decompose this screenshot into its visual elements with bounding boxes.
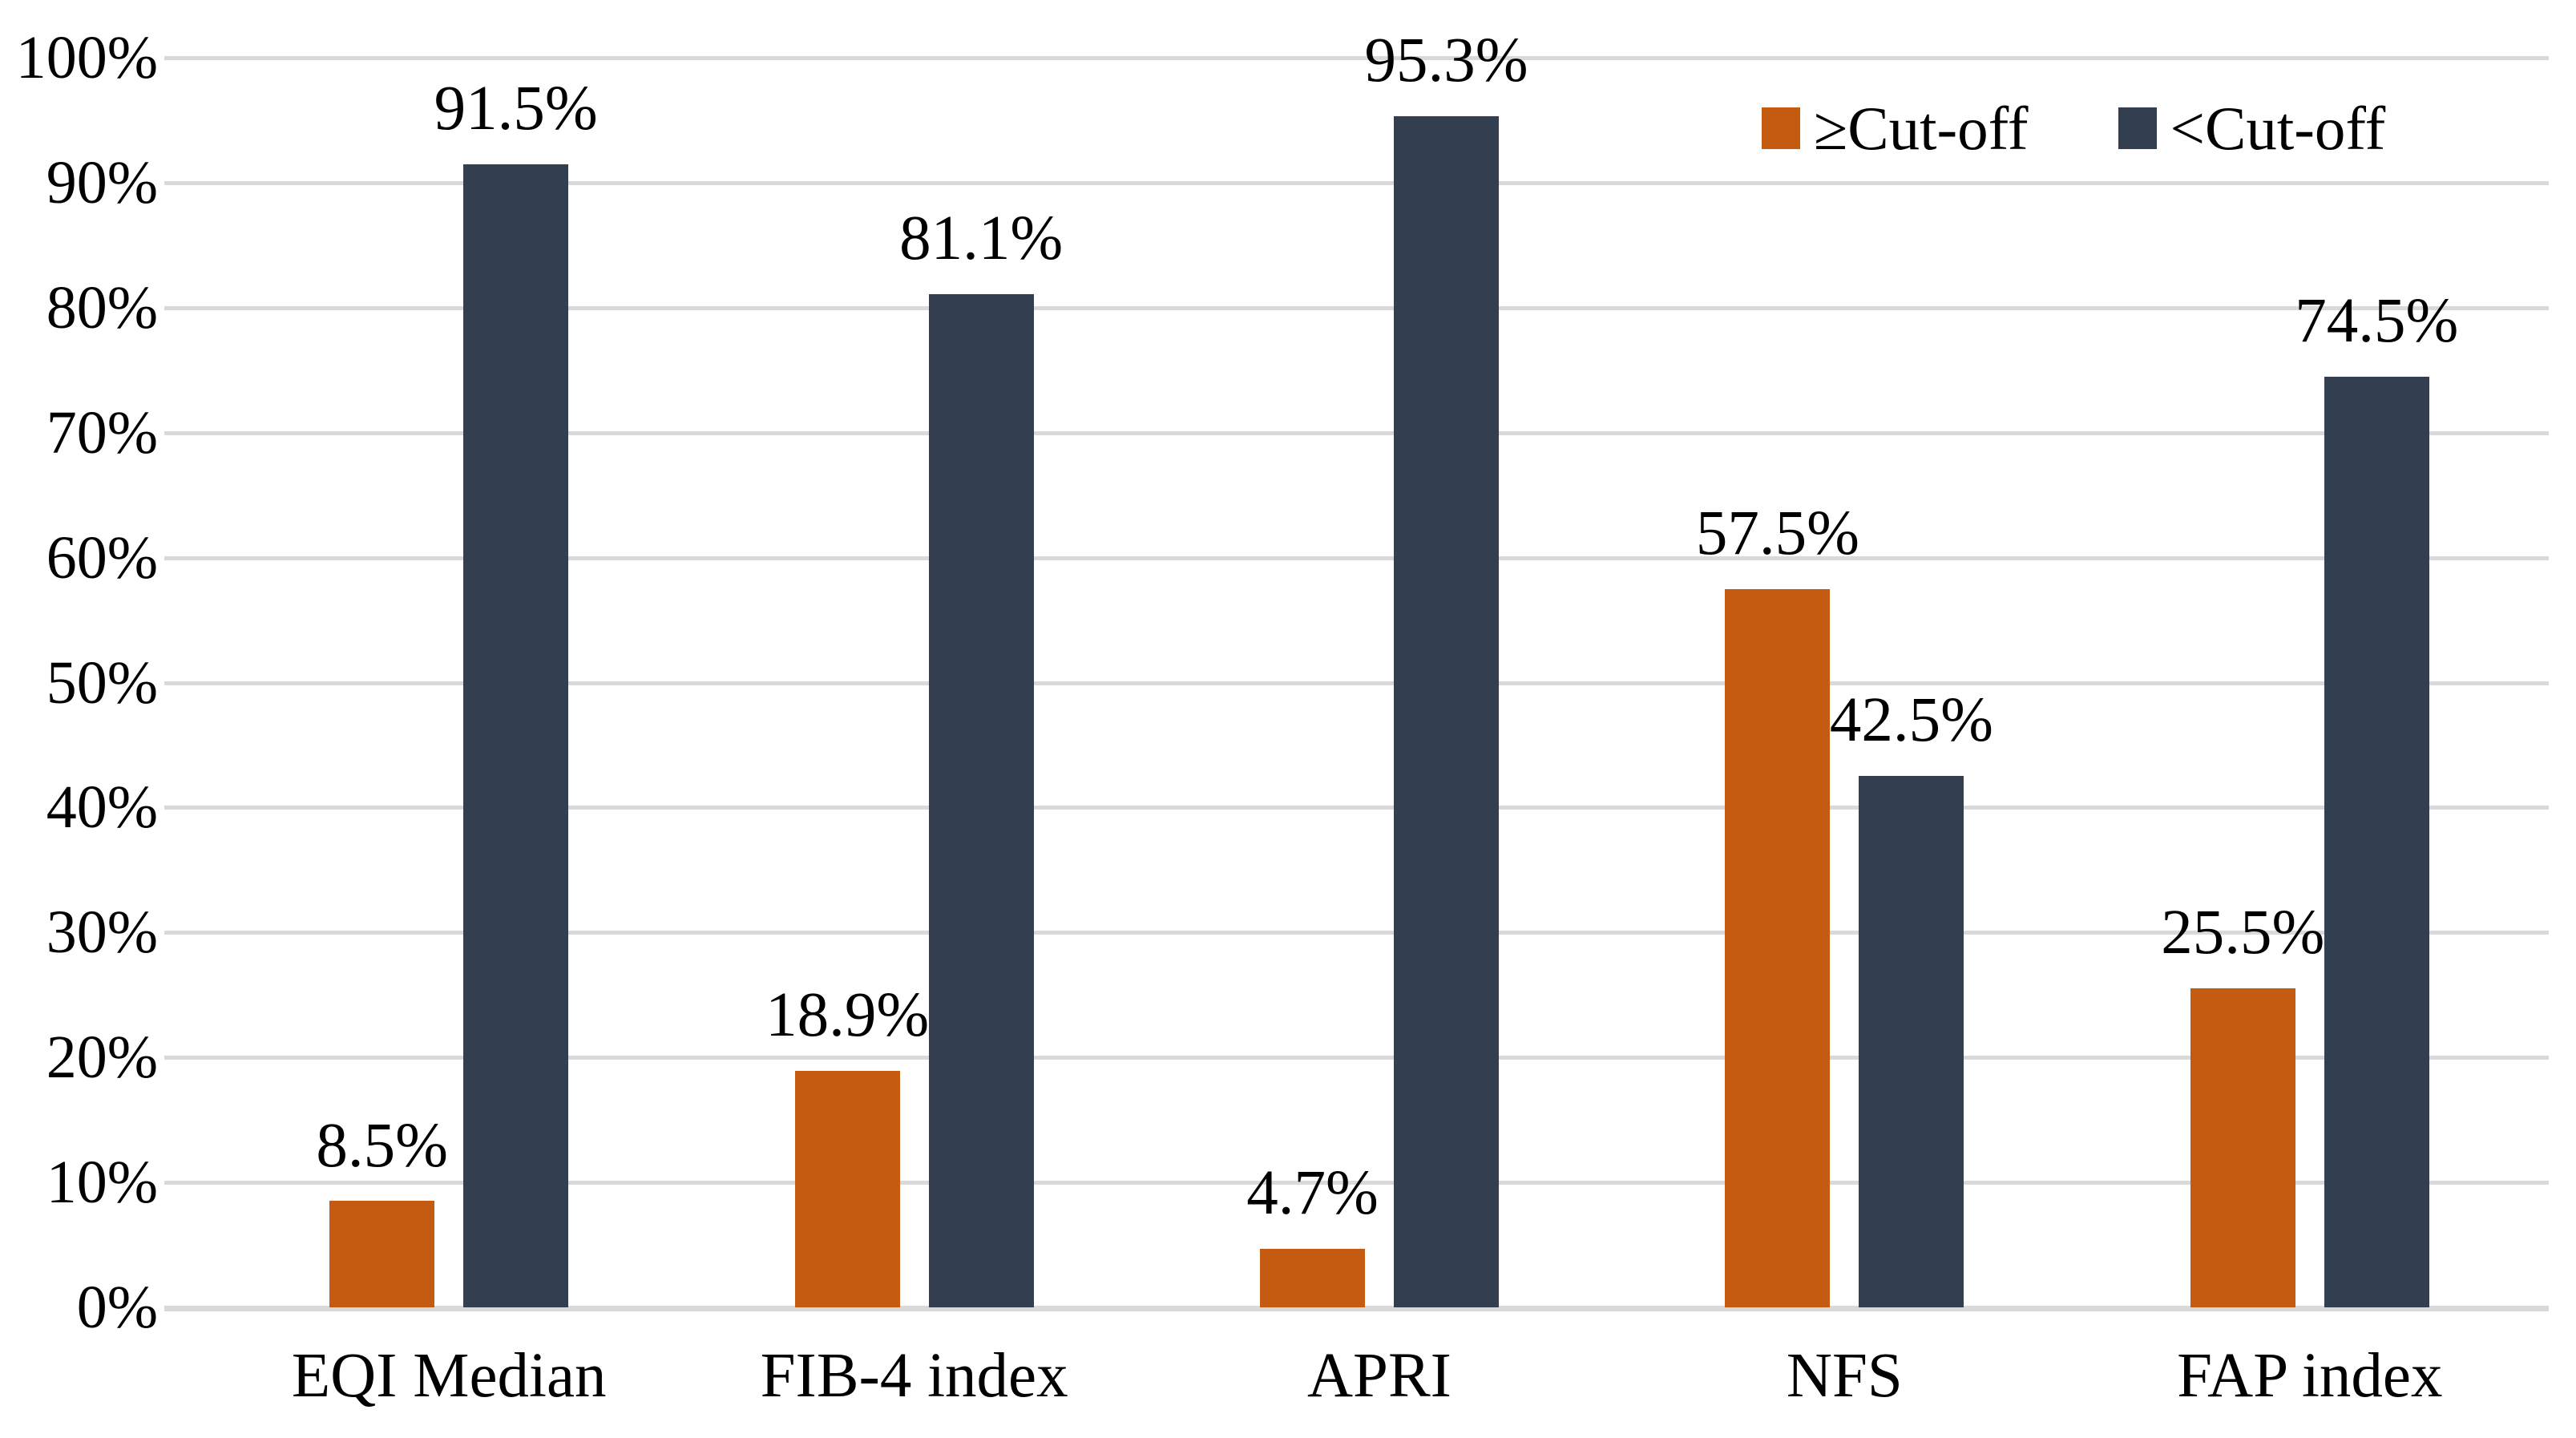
bar-eqi-median-series-0 bbox=[329, 1201, 435, 1307]
x-category-label-fap-index: FAP index bbox=[2177, 1341, 2443, 1411]
x-category-label-fib-4-index: FIB-4 index bbox=[760, 1341, 1068, 1411]
legend-swatch-ge-cutoff-icon bbox=[1762, 107, 1800, 150]
gridline-90% bbox=[164, 180, 2549, 185]
legend-label-ge-cutoff: ≥Cut-off bbox=[1814, 94, 2029, 163]
legend-entry-lt-cutoff: <Cut-off bbox=[2118, 94, 2386, 163]
gridline-30% bbox=[164, 931, 2549, 935]
y-tick-label-100%: 100% bbox=[15, 24, 158, 91]
bar-fap-index-series-0 bbox=[2190, 988, 2295, 1307]
gridline-70% bbox=[164, 430, 2549, 435]
bar-apri-series-1 bbox=[1394, 116, 1499, 1307]
gridline-20% bbox=[164, 1056, 2549, 1060]
chart-legend: ≥Cut-off <Cut-off bbox=[1762, 95, 2385, 163]
x-category-label-eqi-median: EQI Median bbox=[291, 1341, 607, 1411]
y-tick-label-10%: 10% bbox=[46, 1149, 158, 1217]
gridline-100% bbox=[164, 56, 2549, 60]
y-tick-label-30%: 30% bbox=[46, 899, 158, 967]
data-label-fap-index-series-0: 25.5% bbox=[2161, 898, 2325, 968]
gridline-0% bbox=[164, 1306, 2549, 1311]
data-label-fib-4-index-series-1: 81.1% bbox=[899, 203, 1064, 273]
gridline-60% bbox=[164, 555, 2549, 560]
data-label-apri-series-1: 95.3% bbox=[1364, 26, 1528, 96]
gridline-40% bbox=[164, 806, 2549, 810]
data-label-apri-series-0: 4.7% bbox=[1246, 1157, 1379, 1228]
bar-eqi-median-series-1 bbox=[463, 164, 569, 1307]
bar-fap-index-series-1 bbox=[2324, 376, 2429, 1307]
data-label-fap-index-series-1: 74.5% bbox=[2295, 285, 2459, 356]
legend-label-lt-cutoff: <Cut-off bbox=[2170, 94, 2386, 163]
bar-apri-series-0 bbox=[1260, 1248, 1365, 1307]
data-label-fib-4-index-series-0: 18.9% bbox=[765, 980, 930, 1051]
data-label-nfs-series-0: 57.5% bbox=[1695, 498, 1859, 568]
x-category-label-nfs: NFS bbox=[1786, 1341, 1903, 1411]
bar-fib-4-index-series-0 bbox=[794, 1071, 900, 1307]
y-tick-label-0%: 0% bbox=[76, 1274, 158, 1341]
gridline-80% bbox=[164, 305, 2549, 310]
legend-swatch-lt-cutoff-icon bbox=[2118, 107, 2157, 150]
data-label-eqi-median-series-0: 8.5% bbox=[316, 1110, 448, 1181]
gridline-10% bbox=[164, 1181, 2549, 1186]
y-tick-label-40%: 40% bbox=[46, 774, 158, 842]
y-tick-label-70%: 70% bbox=[46, 398, 158, 467]
bar-nfs-series-0 bbox=[1725, 588, 1831, 1307]
y-tick-label-80%: 80% bbox=[46, 273, 158, 341]
y-tick-label-20%: 20% bbox=[46, 1024, 158, 1092]
bar-fib-4-index-series-1 bbox=[928, 293, 1034, 1307]
y-tick-label-60%: 60% bbox=[46, 523, 158, 592]
bar-nfs-series-1 bbox=[1859, 776, 1964, 1307]
legend-entry-ge-cutoff: ≥Cut-off bbox=[1762, 95, 2029, 163]
data-label-nfs-series-1: 42.5% bbox=[1829, 685, 1993, 756]
y-tick-label-50%: 50% bbox=[46, 648, 158, 717]
data-label-eqi-median-series-1: 91.5% bbox=[434, 73, 598, 143]
x-category-label-apri: APRI bbox=[1306, 1341, 1452, 1411]
gridline-50% bbox=[164, 681, 2549, 685]
y-tick-label-90%: 90% bbox=[46, 148, 158, 216]
